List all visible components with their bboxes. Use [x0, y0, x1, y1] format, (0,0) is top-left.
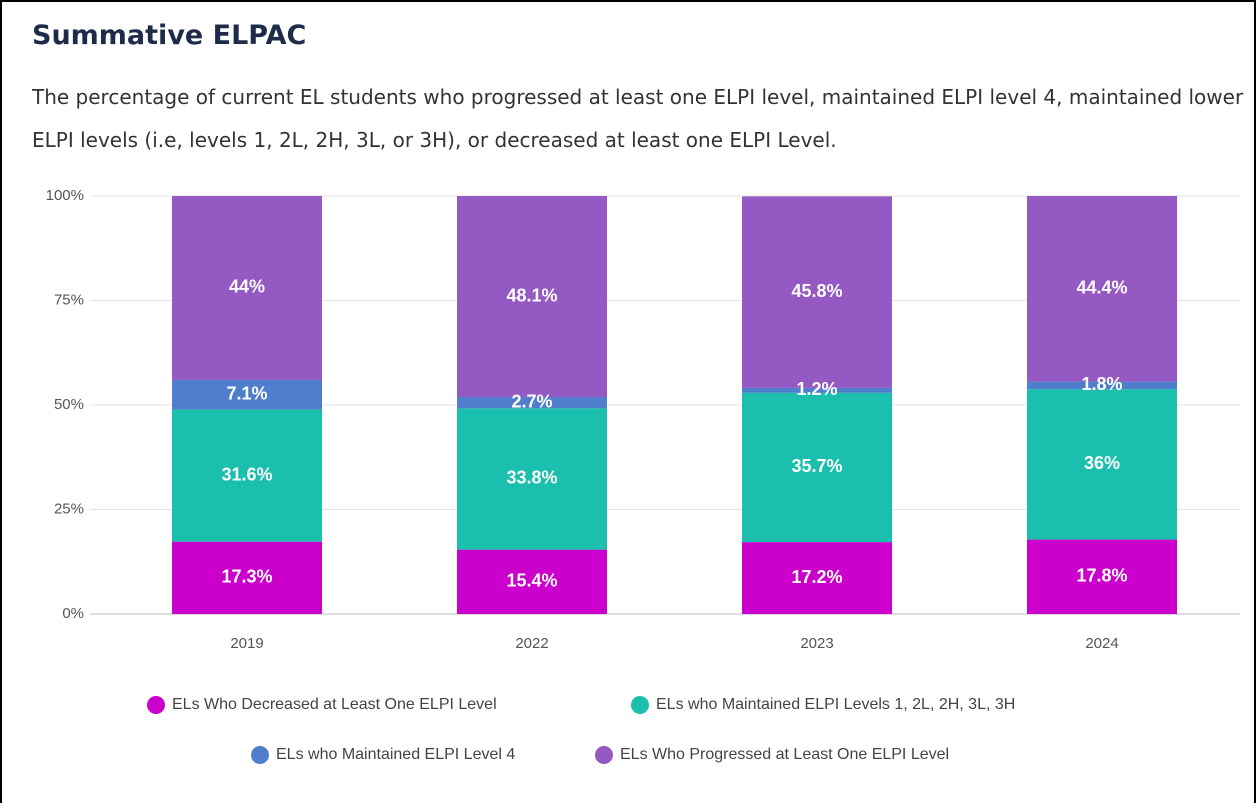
bar-segment — [742, 196, 892, 388]
bar-segment — [172, 196, 322, 380]
legend-swatch — [251, 746, 269, 764]
data-label: 2.7% — [511, 391, 552, 411]
legend-swatch — [595, 746, 613, 764]
y-tick-label: 50% — [54, 396, 84, 413]
data-label: 17.3% — [221, 567, 272, 587]
y-tick-label: 25% — [54, 500, 84, 517]
bar-segment — [457, 408, 607, 550]
legend-swatch — [631, 696, 649, 714]
data-label: 36% — [1084, 453, 1120, 473]
bar-segment — [1027, 539, 1177, 614]
legend-swatch — [147, 696, 165, 714]
legend-label: ELs Who Progressed at Least One ELPI Lev… — [620, 746, 949, 763]
data-label: 17.8% — [1076, 566, 1127, 586]
bar-segment — [742, 392, 892, 543]
bar-segment — [742, 542, 892, 614]
bar-segment — [172, 541, 322, 614]
legend-label: ELs who Maintained ELPI Levels 1, 2L, 2H… — [656, 696, 1015, 713]
x-tick-label: 2024 — [1085, 635, 1118, 652]
bar-segment — [172, 409, 322, 542]
data-label: 44% — [229, 277, 265, 297]
legend-label: ELs who Maintained ELPI Level 4 — [276, 746, 515, 763]
data-label: 33.8% — [506, 468, 557, 488]
data-label: 35.7% — [791, 456, 842, 476]
legend-label: ELs Who Decreased at Least One ELPI Leve… — [172, 696, 497, 713]
data-label: 48.1% — [506, 285, 557, 305]
y-tick-label: 100% — [46, 187, 84, 204]
bar-segment — [457, 397, 607, 409]
x-tick-label: 2022 — [515, 635, 548, 652]
bar-segment — [172, 379, 322, 410]
chart-subtitle: The percentage of current EL students wh… — [32, 85, 1244, 152]
bar-segment — [457, 549, 607, 614]
bar-segment — [1027, 196, 1177, 382]
y-tick-label: 0% — [62, 605, 84, 622]
bar-segment — [457, 196, 607, 398]
data-label: 17.2% — [791, 567, 842, 587]
data-label: 1.8% — [1081, 374, 1122, 394]
data-label: 1.2% — [796, 379, 837, 399]
data-label: 15.4% — [506, 571, 557, 591]
x-tick-label: 2019 — [230, 635, 263, 652]
chart-title: Summative ELPAC — [32, 20, 307, 51]
bar-segment — [1027, 389, 1177, 540]
data-label: 7.1% — [226, 384, 267, 404]
y-tick-label: 75% — [54, 291, 84, 308]
bar-segment — [742, 387, 892, 393]
bar-segment — [1027, 381, 1177, 390]
data-label: 45.8% — [791, 281, 842, 301]
x-tick-label: 2023 — [800, 635, 833, 652]
data-label: 44.4% — [1076, 278, 1127, 298]
data-label: 31.6% — [221, 464, 272, 484]
